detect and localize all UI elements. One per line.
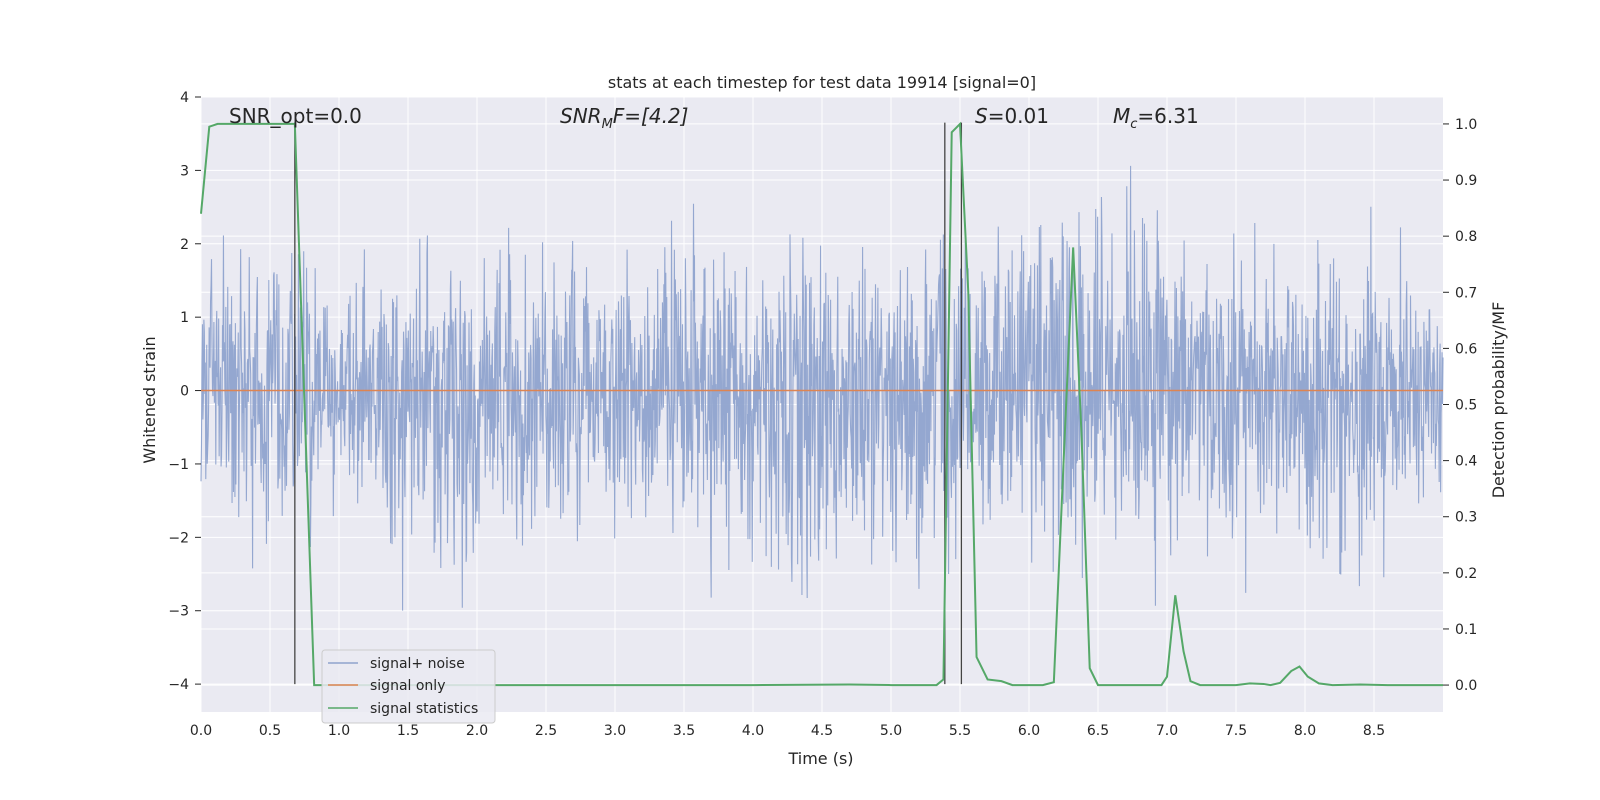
x-tick-label: 4.5 (811, 723, 833, 739)
y2-axis-label: Detection probability/MF (1489, 302, 1508, 499)
x-tick-label: 1.5 (397, 723, 419, 739)
y-tick-label: −2 (168, 530, 189, 546)
x-tick-label: 6.0 (1018, 723, 1040, 739)
y2-tick-label: 0.0 (1455, 678, 1477, 694)
y2-tick-label: 0.7 (1455, 285, 1477, 301)
x-tick-label: 8.5 (1363, 723, 1385, 739)
series-signal-statistics (200, 121, 1443, 687)
y2-tick-label: 0.4 (1455, 454, 1477, 470)
x-tick-label: 7.5 (1225, 723, 1247, 739)
x-tick-label: 3.5 (673, 723, 695, 739)
x-tick-label: 0.0 (190, 723, 212, 739)
y-tick-label: 1 (180, 310, 189, 326)
y-tick-labels: 4 3 2 1 0 −1 −2 −3 −4 (168, 90, 201, 693)
y-tick-label: −4 (168, 677, 189, 693)
x-tick-label: 0.5 (259, 723, 281, 739)
annotation-s: S=0.01 (975, 104, 1049, 128)
legend-label-signal-statistics: signal statistics (370, 701, 478, 717)
y-tick-label: −3 (168, 604, 189, 620)
x-tick-label: 7.0 (1156, 723, 1178, 739)
x-tick-label: 1.0 (328, 723, 350, 739)
y2-tick-label: 1.0 (1455, 117, 1477, 133)
legend-label-signal-noise: signal+ noise (370, 656, 465, 672)
annotation-snr-opt: SNR_opt=0.0 (229, 104, 362, 128)
y2-tick-label: 0.3 (1455, 510, 1477, 526)
chart-title: stats at each timestep for test data 199… (608, 73, 1036, 92)
x-axis-label: Time (s) (787, 749, 853, 768)
x-tick-label: 6.5 (1087, 723, 1109, 739)
y2-tick-label: 0.9 (1455, 173, 1477, 189)
y-axis-label: Whitened strain (140, 336, 159, 463)
y2-tick-label: 0.1 (1455, 622, 1477, 638)
y2-tick-label: 0.8 (1455, 229, 1477, 245)
x-tick-label: 4.0 (742, 723, 764, 739)
annotation-snr-mf: SNRMF=[4.2] (560, 104, 688, 132)
annotation-mc: Mc=6.31 (1113, 104, 1199, 132)
x-tick-label: 5.5 (949, 723, 971, 739)
y2-tick-labels: 1.0 0.9 0.8 0.7 0.6 0.5 0.4 0.3 0.2 0.1 0.0 (1443, 117, 1477, 694)
y-tick-label: 4 (180, 90, 189, 106)
x-tick-label: 5.0 (880, 723, 902, 739)
x-tick-label: 3.0 (604, 723, 626, 739)
x-tick-label: 2.0 (466, 723, 488, 739)
y2-tick-label: 0.5 (1455, 398, 1477, 414)
signal-statistics-line (200, 121, 1443, 687)
x-tick-label: 8.0 (1294, 723, 1316, 739)
x-tick-labels: 0.0 0.5 1.0 1.5 2.0 2.5 3.0 3.5 4.0 4.5 5.0 5.5 6.0 6… (190, 723, 1385, 739)
y2-tick-label: 0.2 (1455, 566, 1477, 582)
y2-tick-label: 0.6 (1455, 341, 1477, 357)
legend: signal+ noise signal only signal statist… (321, 649, 496, 724)
x-tick-label: 2.5 (535, 723, 557, 739)
legend-box (321, 649, 496, 724)
y-tick-label: 3 (180, 163, 189, 179)
y-tick-label: 2 (180, 237, 189, 253)
y-tick-label: 0 (180, 384, 189, 400)
y-tick-label: −1 (168, 457, 189, 473)
legend-label-signal-only: signal only (370, 678, 445, 694)
